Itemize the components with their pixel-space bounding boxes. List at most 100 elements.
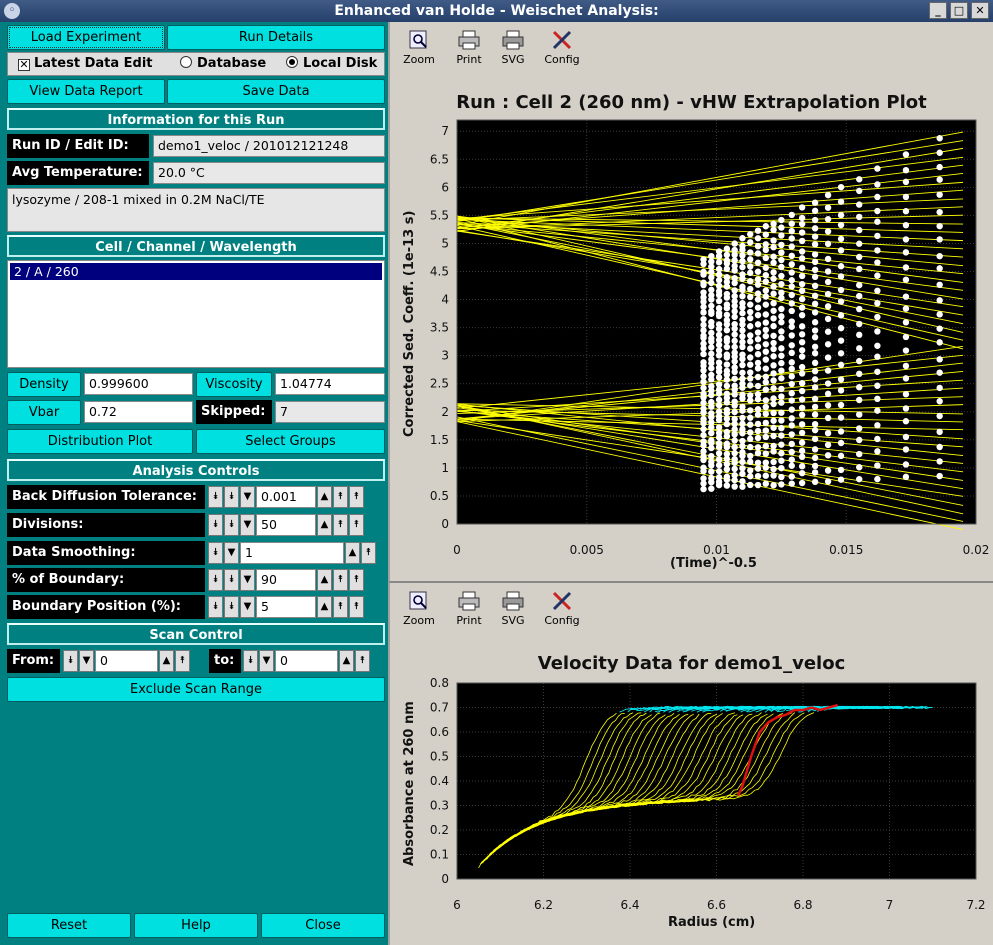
run-details-button[interactable]: Run Details bbox=[167, 25, 385, 50]
from-value[interactable]: 0 bbox=[95, 650, 158, 672]
exclude-scan-range-button[interactable]: Exclude Scan Range bbox=[7, 677, 385, 702]
data-point bbox=[708, 344, 715, 351]
data-point bbox=[824, 390, 832, 398]
smoothing-value[interactable]: 1 bbox=[240, 542, 344, 564]
boundary-percent-value[interactable]: 90 bbox=[256, 569, 316, 591]
data-point bbox=[731, 240, 738, 247]
data-point bbox=[747, 285, 754, 293]
data-point bbox=[936, 472, 943, 480]
decrement-large-button[interactable]: ⯯ bbox=[208, 569, 223, 591]
data-point bbox=[837, 376, 845, 383]
increment-button[interactable]: ▲ bbox=[317, 486, 332, 508]
decrement-large-button[interactable]: ⯯ bbox=[208, 514, 223, 536]
data-point bbox=[700, 345, 707, 352]
distribution-plot-button[interactable]: Distribution Plot bbox=[7, 429, 193, 454]
decrement-medium-button[interactable]: ⯯ bbox=[224, 514, 239, 536]
increment-medium-button[interactable]: ⯭ bbox=[333, 596, 348, 618]
close-button[interactable]: Close bbox=[261, 913, 385, 938]
boundary-position-value[interactable]: 5 bbox=[256, 596, 316, 618]
increment-button[interactable]: ▲ bbox=[317, 514, 332, 536]
increment-medium-button[interactable]: ⯭ bbox=[355, 650, 370, 672]
data-point bbox=[754, 268, 762, 275]
select-groups-button[interactable]: Select Groups bbox=[196, 429, 385, 454]
decrement-large-button[interactable]: ⯯ bbox=[208, 486, 223, 508]
x-tick-label: 6 bbox=[453, 898, 461, 912]
print-tool[interactable]: Print bbox=[448, 30, 490, 66]
increment-large-button[interactable]: ⯭ bbox=[349, 596, 364, 618]
database-radio[interactable]: Database bbox=[180, 55, 266, 73]
help-button[interactable]: Help bbox=[134, 913, 258, 938]
decrement-large-button[interactable]: ⯯ bbox=[208, 596, 223, 618]
data-point bbox=[708, 452, 715, 460]
print-tool[interactable]: Print bbox=[448, 591, 490, 627]
latest-data-edit-checkbox[interactable]: ✕ Latest Data Edit bbox=[18, 55, 153, 73]
increment-button[interactable]: ▲ bbox=[339, 650, 354, 672]
window-menu-icon[interactable]: ◦ bbox=[4, 3, 20, 19]
data-point bbox=[762, 379, 770, 386]
svg-tool[interactable]: SVG bbox=[492, 30, 534, 66]
increment-button[interactable]: ▲ bbox=[317, 596, 332, 618]
zoom-tool[interactable]: Zoom bbox=[398, 30, 440, 66]
increment-large-button[interactable]: ⯭ bbox=[349, 569, 364, 591]
data-point bbox=[747, 397, 754, 404]
density-button[interactable]: Density bbox=[7, 372, 81, 397]
increment-medium-button[interactable]: ⯭ bbox=[333, 514, 348, 536]
velocity-data-plot[interactable]: 0 0.1 0.2 0.3 0.4 0.5 0.6 0.7 0.8 6 6.2 6.4 6.6 6.8 7 7… bbox=[390, 675, 993, 915]
decrement-medium-button[interactable]: ⯯ bbox=[208, 542, 223, 564]
data-point bbox=[723, 367, 731, 375]
to-value[interactable]: 0 bbox=[275, 650, 338, 672]
increment-large-button[interactable]: ⯭ bbox=[349, 486, 364, 508]
save-data-button[interactable]: Save Data bbox=[167, 79, 385, 104]
config-tool[interactable]: Config bbox=[541, 591, 583, 627]
decrement-button[interactable]: ▼ bbox=[240, 569, 255, 591]
vbar-field[interactable]: 0.72 bbox=[84, 401, 193, 423]
decrement-medium-button[interactable]: ⯯ bbox=[224, 569, 239, 591]
ccw-list[interactable]: 2 / A / 260 bbox=[7, 260, 385, 368]
increment-button[interactable]: ▲ bbox=[345, 542, 360, 564]
data-point bbox=[708, 302, 715, 310]
data-point bbox=[936, 356, 943, 363]
divisions-value[interactable]: 50 bbox=[256, 514, 316, 536]
maximize-button[interactable]: □ bbox=[950, 2, 968, 19]
decrement-medium-button[interactable]: ⯯ bbox=[224, 596, 239, 618]
local-disk-radio[interactable]: Local Disk bbox=[286, 55, 377, 73]
increment-medium-button[interactable]: ⯭ bbox=[333, 569, 348, 591]
increment-button[interactable]: ▲ bbox=[317, 569, 332, 591]
decrement-medium-button[interactable]: ⯯ bbox=[243, 650, 258, 672]
data-point bbox=[715, 474, 723, 481]
zoom-tool[interactable]: Zoom bbox=[398, 591, 440, 627]
decrement-medium-button[interactable]: ⯯ bbox=[224, 486, 239, 508]
data-point bbox=[731, 246, 738, 254]
increment-medium-button[interactable]: ⯭ bbox=[361, 542, 376, 564]
reset-button[interactable]: Reset bbox=[7, 913, 131, 938]
density-field[interactable]: 0.999600 bbox=[84, 373, 193, 395]
increment-medium-button[interactable]: ⯭ bbox=[333, 486, 348, 508]
decrement-button[interactable]: ▼ bbox=[79, 650, 94, 672]
decrement-button[interactable]: ▼ bbox=[224, 542, 239, 564]
decrement-button[interactable]: ▼ bbox=[240, 486, 255, 508]
decrement-button[interactable]: ▼ bbox=[259, 650, 274, 672]
decrement-button[interactable]: ▼ bbox=[240, 514, 255, 536]
minimize-button[interactable]: _ bbox=[929, 2, 947, 19]
increment-large-button[interactable]: ⯭ bbox=[349, 514, 364, 536]
vbar-button[interactable]: Vbar bbox=[7, 400, 81, 425]
close-window-button[interactable]: ✕ bbox=[971, 2, 989, 19]
decrement-button[interactable]: ▼ bbox=[240, 596, 255, 618]
data-point bbox=[708, 444, 715, 452]
increment-medium-button[interactable]: ⯭ bbox=[175, 650, 190, 672]
vhw-extrapolation-plot[interactable]: 0 0.5 1 1.5 2 2.5 3 3.5 4 4.5 5 5.5 6 6.5 7 0 0.005 0.01 0… bbox=[390, 112, 993, 572]
y-tick-label: 3.5 bbox=[430, 321, 449, 335]
viscosity-button[interactable]: Viscosity bbox=[196, 372, 272, 397]
ccw-list-item[interactable]: 2 / A / 260 bbox=[10, 263, 382, 280]
config-tool[interactable]: Config bbox=[541, 30, 583, 66]
back-diffusion-value[interactable]: 0.001 bbox=[256, 486, 316, 508]
radio-off-icon bbox=[180, 56, 192, 68]
viscosity-field[interactable]: 1.04774 bbox=[275, 373, 385, 395]
view-data-report-button[interactable]: View Data Report bbox=[7, 79, 165, 104]
decrement-medium-button[interactable]: ⯯ bbox=[63, 650, 78, 672]
increment-button[interactable]: ▲ bbox=[159, 650, 174, 672]
svg-tool[interactable]: SVG bbox=[492, 591, 534, 627]
data-point bbox=[824, 278, 832, 286]
data-point bbox=[731, 267, 738, 274]
load-experiment-button[interactable]: Load Experiment bbox=[7, 25, 165, 50]
